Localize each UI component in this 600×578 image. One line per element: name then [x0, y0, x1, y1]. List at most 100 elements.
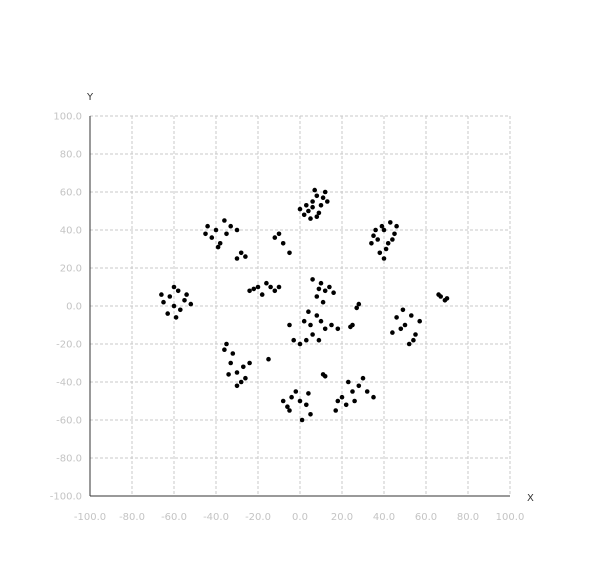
scatter-point	[314, 193, 320, 199]
scatter-point	[297, 398, 303, 404]
scatter-point	[390, 330, 395, 335]
scatter-point	[314, 294, 320, 299]
scatter-point	[322, 288, 328, 294]
scatter-point	[289, 394, 294, 400]
scatter-point	[310, 199, 315, 204]
scatter-point	[333, 408, 339, 413]
scatter-point	[297, 341, 303, 347]
scatter-point	[325, 199, 330, 204]
x-tick-label: 100.0	[496, 512, 525, 523]
scatter-point	[272, 235, 278, 240]
scatter-point	[385, 241, 391, 246]
scatter-point	[444, 296, 450, 301]
scatter-point	[310, 332, 315, 337]
scatter-point	[322, 189, 328, 195]
y-tick-label: 20.0	[60, 264, 82, 275]
scatter-point	[409, 313, 414, 318]
scatter-point	[310, 277, 315, 282]
scatter-point	[184, 292, 189, 297]
grid	[90, 115, 511, 496]
scatter-point	[316, 337, 322, 343]
scatter-point	[301, 318, 307, 324]
y-tick-label: 40.0	[60, 226, 82, 237]
scatter-point	[291, 337, 297, 343]
scatter-point	[331, 290, 336, 296]
scatter-point	[335, 398, 341, 404]
scatter-point	[159, 292, 164, 297]
scatter-point	[241, 364, 246, 370]
scatter-point	[297, 206, 303, 212]
scatter-point	[392, 231, 397, 237]
y-tick-label: -60.0	[56, 416, 82, 427]
scatter-point	[299, 417, 305, 423]
scatter-point	[209, 235, 215, 240]
x-tick-label: 60.0	[415, 512, 437, 523]
scatter-point	[306, 309, 311, 315]
scatter-point	[381, 256, 387, 261]
scatter-point	[234, 370, 240, 375]
scatter-point	[314, 214, 320, 219]
scatter-point	[329, 322, 334, 328]
scatter-point	[310, 204, 315, 210]
scatter-point	[346, 379, 351, 385]
scatter-point	[327, 284, 332, 290]
y-tick-label: -100.0	[50, 492, 82, 503]
scatter-point	[383, 246, 389, 252]
y-tick-label: 100.0	[53, 112, 82, 123]
scatter-point	[335, 326, 341, 332]
scatter-point	[312, 187, 318, 193]
scatter-point	[388, 220, 393, 225]
scatter-point	[400, 307, 406, 313]
scatter-point	[266, 356, 271, 362]
scatter-point	[268, 284, 273, 290]
scatter-point	[417, 318, 423, 324]
data-points	[159, 187, 450, 423]
y-tick-label: -40.0	[56, 378, 82, 389]
x-tick-label: -40.0	[203, 512, 229, 523]
scatter-point	[226, 372, 231, 377]
scatter-point	[251, 286, 257, 292]
y-tick-label: -20.0	[56, 340, 82, 351]
scatter-point	[436, 292, 441, 297]
scatter-point	[411, 337, 416, 343]
scatter-point	[375, 237, 381, 242]
scatter-point	[293, 389, 299, 394]
scatter-point	[287, 408, 292, 413]
x-tick-label: -20.0	[245, 512, 271, 523]
scatter-point	[306, 391, 311, 396]
scatter-point	[228, 360, 233, 366]
scatter-point	[276, 231, 282, 237]
scatter-point	[352, 398, 357, 404]
scatter-point	[272, 288, 278, 294]
scatter-point	[285, 404, 290, 410]
scatter-point	[398, 326, 404, 332]
tick-labels: -100.0 -80.0 -60.0 -40.0 -20.0 0.0 20.0 40.0 60.…	[50, 112, 525, 524]
scatter-point	[280, 398, 286, 404]
x-tick-label: -80.0	[119, 512, 145, 523]
scatter-point	[371, 394, 376, 400]
scatter-point	[314, 313, 320, 318]
scatter-point	[304, 203, 309, 208]
x-tick-label: -60.0	[161, 512, 187, 523]
scatter-point	[306, 208, 311, 214]
scatter-point	[234, 256, 240, 261]
scatter-point	[318, 318, 324, 324]
scatter-point	[171, 303, 177, 309]
scatter-point	[182, 298, 187, 303]
scatter-point	[320, 299, 326, 305]
scatter-point	[188, 301, 194, 307]
scatter-point	[215, 244, 221, 250]
scatter-point	[308, 216, 313, 221]
scatter-point	[318, 203, 324, 208]
scatter-point	[222, 347, 227, 353]
scatter-point	[287, 250, 292, 256]
scatter-point	[318, 280, 324, 286]
scatter-point	[373, 227, 378, 233]
scatter-point	[394, 223, 399, 229]
scatter-point	[369, 241, 374, 246]
scatter-point	[316, 286, 322, 292]
y-tick-label: 0.0	[66, 302, 82, 313]
scatter-point	[381, 227, 387, 233]
scatter-point	[224, 231, 229, 237]
